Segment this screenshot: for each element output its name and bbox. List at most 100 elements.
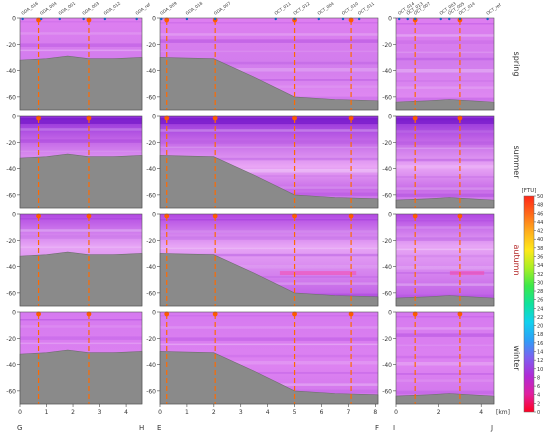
- colorbar-tick-label: 16: [537, 341, 543, 347]
- turbidity-streak: [396, 141, 494, 145]
- section-start-label: G: [17, 424, 22, 432]
- turbidity-streak: [396, 254, 494, 258]
- x-tick-label: 7: [346, 409, 350, 416]
- y-tick-label: -60: [146, 94, 156, 101]
- panel-frame: [19, 213, 143, 307]
- panel-frame: [159, 17, 379, 111]
- colorbar-tick-label: 38: [537, 246, 543, 252]
- colorbar-tick-label: 42: [537, 229, 543, 235]
- station-label: GDA_ref: [134, 2, 151, 16]
- y-tick-label: -20: [382, 336, 392, 343]
- turbidity-streak: [396, 390, 494, 395]
- colorbar-tick-label: 28: [537, 289, 543, 295]
- turbidity-streak: [20, 342, 142, 345]
- y-tick-label: -60: [6, 94, 16, 101]
- turbidity-streak: [396, 57, 494, 61]
- turbidity-streak: [396, 23, 494, 25]
- turbidity-streak: [396, 165, 494, 169]
- station-marker: [213, 17, 217, 21]
- season-label-autumn: autumn: [512, 244, 521, 275]
- panel-autumn-section-3: 0 -20 -40 -60: [382, 212, 495, 307]
- profile-marker: [86, 213, 92, 219]
- y-tick-label: -60: [6, 192, 16, 199]
- profile-marker: [348, 311, 354, 317]
- water-column: [396, 312, 494, 404]
- profile-marker: [348, 17, 354, 23]
- panel-frame: [19, 115, 143, 209]
- station-label: GDA_007: [213, 0, 232, 15]
- turbidity-streak: [396, 51, 494, 54]
- turbidity-streak: [396, 333, 494, 337]
- y-tick-label: -20: [6, 238, 16, 245]
- turbidity-streak: [160, 315, 378, 317]
- y-tick-label: -60: [382, 94, 392, 101]
- turbidity-streak: [396, 237, 494, 241]
- y-tick-label: -60: [6, 388, 16, 395]
- colorbar-tick-label: 32: [537, 272, 543, 278]
- panel-autumn-section-1: 0 -20 -40 -60: [6, 212, 143, 307]
- y-tick-label: 0: [12, 212, 16, 219]
- turbidity-streak: [20, 32, 142, 35]
- turbidity-streak: [160, 247, 378, 250]
- station-marker: [103, 17, 107, 21]
- surface-turbidity-band: [20, 118, 142, 124]
- profile-marker: [164, 213, 170, 219]
- panel-summer-section-2: 0 -20 -40 -60: [146, 114, 379, 209]
- profile-marker: [86, 17, 92, 23]
- turbidity-streak: [160, 236, 378, 240]
- y-tick-label: -40: [146, 264, 156, 271]
- profile-marker: [412, 311, 418, 317]
- turbidity-streak: [160, 169, 378, 173]
- x-tick-label: 4: [124, 409, 128, 416]
- turbidity-streak: [396, 158, 494, 162]
- turbidity-streak: [396, 130, 494, 133]
- profile-marker: [412, 213, 418, 219]
- water-column: [396, 116, 494, 208]
- turbidity-streak: [160, 39, 378, 43]
- colorbar-tick-label: 10: [537, 367, 543, 373]
- y-tick-label: -60: [382, 192, 392, 199]
- colorbar-tick-label: 36: [537, 254, 543, 260]
- colorbar-tick-label: 44: [537, 220, 543, 226]
- season-label-summer: summer: [512, 145, 521, 179]
- y-tick-label: 0: [152, 310, 156, 317]
- turbidity-streak: [160, 230, 378, 233]
- colorbar-tick-label: 48: [537, 203, 543, 209]
- y-tick-label: -40: [382, 68, 392, 75]
- turbidity-streak: [160, 22, 378, 24]
- turbidity-streak: [160, 372, 378, 374]
- y-tick-label: -60: [146, 192, 156, 199]
- x-tick-label: 0: [394, 409, 398, 416]
- profile-marker: [36, 213, 41, 219]
- colorbar-tick-label: 6: [537, 384, 540, 390]
- colorbar-tick-label: 14: [537, 350, 543, 356]
- station-marker: [82, 17, 85, 21]
- turbidity-streak: [160, 68, 378, 72]
- y-tick-label: 0: [388, 16, 392, 23]
- turbidity-streak: [396, 34, 494, 37]
- station-marker: [317, 17, 320, 21]
- y-tick-label: -20: [382, 42, 392, 49]
- y-tick-label: -40: [6, 362, 16, 369]
- y-tick-label: 0: [12, 114, 16, 121]
- station-label: OCT_ref: [485, 2, 502, 16]
- colorbar: [523, 195, 535, 413]
- profile-marker: [212, 115, 218, 121]
- turbidity-streak: [20, 49, 142, 52]
- x-tick-label: 8: [373, 409, 377, 416]
- turbidity-streak: [396, 373, 494, 375]
- surface-turbidity-band: [396, 118, 494, 124]
- y-tick-label: -20: [146, 238, 156, 245]
- profile-marker: [36, 311, 41, 317]
- turbidity-streak: [396, 40, 494, 44]
- y-tick-label: 0: [152, 16, 156, 23]
- station-marker: [357, 17, 361, 21]
- y-tick-label: -40: [6, 264, 16, 271]
- profile-marker: [212, 213, 218, 219]
- y-tick-label: -60: [146, 290, 156, 297]
- station-label: GDA_003: [81, 0, 100, 15]
- water-column: [396, 18, 494, 110]
- station-marker: [448, 17, 451, 21]
- turbidity-streak: [160, 326, 378, 329]
